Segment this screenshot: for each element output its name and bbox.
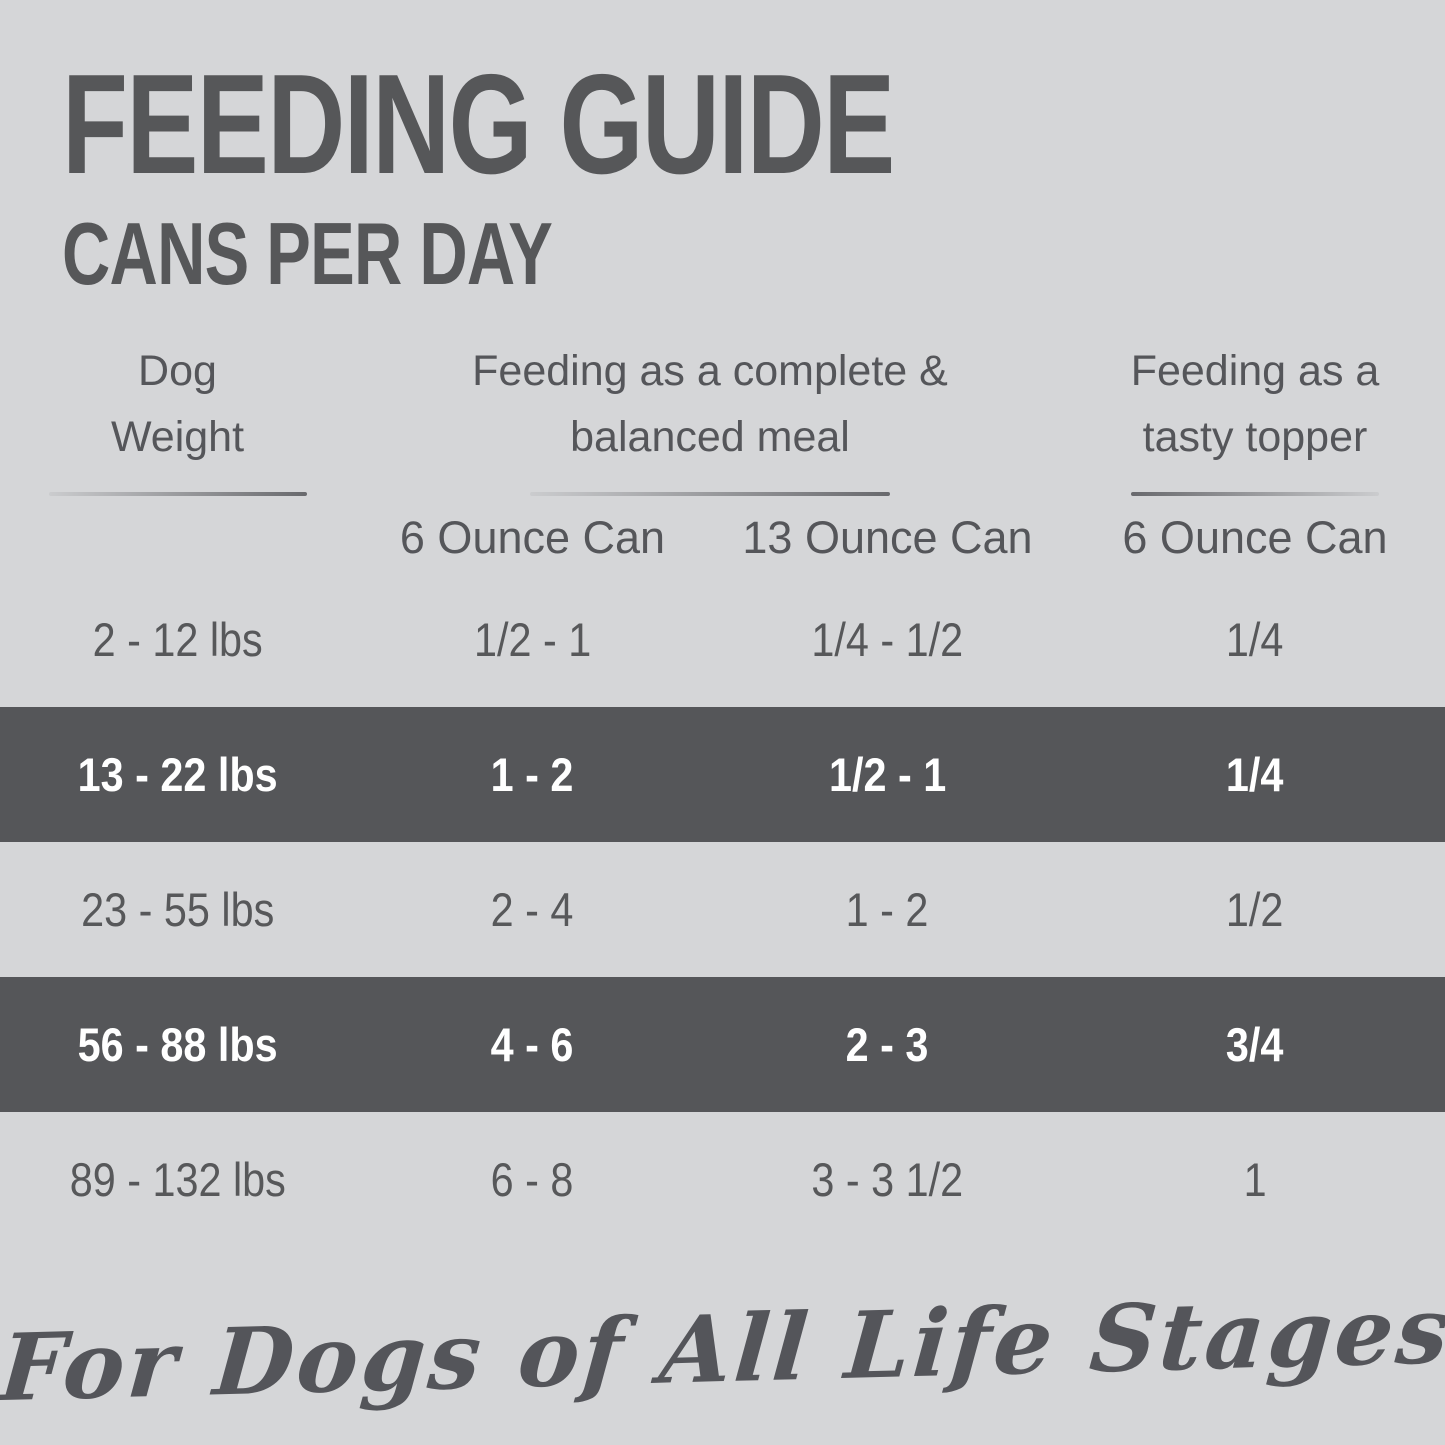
- cell-weight: 23 - 55 lbs: [80, 883, 275, 936]
- page-subtitle-text: CANS PER DAY: [62, 204, 553, 303]
- cell-weight: 56 - 88 lbs: [77, 1018, 278, 1071]
- table-row-highlighted: 13 - 22 lbs 1 - 2 1/2 - 1 1/4: [0, 707, 1445, 842]
- cell-complete-13oz: 2 - 3: [846, 1018, 929, 1071]
- header-complete-meal-line1: Feeding as a complete &: [472, 347, 948, 395]
- cell-complete-6oz: 6 - 8: [491, 1153, 574, 1206]
- table-body: 2 - 12 lbs 1/2 - 1 1/4 - 1/2 1/4 13 - 22…: [0, 572, 1445, 1247]
- table-subheader-row: 6 Ounce Can 13 Ounce Can 6 Ounce Can: [0, 514, 1445, 562]
- header-complete-meal-line2: balanced meal: [570, 413, 850, 461]
- header-underline: [48, 492, 307, 496]
- header-dog-weight: Dog Weight: [0, 338, 355, 496]
- page-subtitle: CANS PER DAY: [62, 210, 1445, 298]
- cell-complete-13oz: 3 - 3 1/2: [811, 1153, 964, 1206]
- cell-complete-13oz: 1/2 - 1: [828, 748, 947, 801]
- cell-topper-6oz: 1/4: [1226, 613, 1284, 666]
- cell-weight: 13 - 22 lbs: [77, 748, 278, 801]
- subheader-complete-6oz: 6 Ounce Can: [399, 512, 666, 563]
- header-tasty-topper: Feeding as a tasty topper: [1065, 338, 1445, 496]
- footer: For Dogs of All Life Stages: [0, 1276, 1445, 1422]
- feeding-table: Dog Weight Feeding as a complete & balan…: [0, 338, 1445, 1247]
- header-tasty-topper-line1: Feeding as a: [1130, 347, 1380, 395]
- table-row: 89 - 132 lbs 6 - 8 3 - 3 1/2 1: [0, 1112, 1445, 1247]
- subheader-complete-13oz: 13 Ounce Can: [742, 512, 1033, 563]
- cell-weight: 2 - 12 lbs: [92, 613, 263, 666]
- table-header-row: Dog Weight Feeding as a complete & balan…: [0, 338, 1445, 496]
- life-stages-tagline: For Dogs of All Life Stages: [0, 1275, 1445, 1423]
- cell-complete-13oz: 1/4 - 1/2: [811, 613, 964, 666]
- page-title: FEEDING GUIDE: [62, 54, 1445, 196]
- header-dog-weight-line1: Dog: [138, 347, 217, 395]
- subheader-topper-6oz: 6 Ounce Can: [1122, 512, 1388, 563]
- header-tasty-topper-line2: tasty topper: [1142, 413, 1368, 461]
- cell-topper-6oz: 1/2: [1226, 883, 1284, 936]
- header-dog-weight-line2: Weight: [110, 413, 245, 461]
- header-underline: [530, 492, 890, 496]
- title-block: FEEDING GUIDE CANS PER DAY: [0, 0, 1445, 298]
- cell-topper-6oz: 3/4: [1226, 1018, 1284, 1071]
- table-row: 23 - 55 lbs 2 - 4 1 - 2 1/2: [0, 842, 1445, 977]
- cell-complete-6oz: 1 - 2: [491, 748, 574, 801]
- cell-complete-6oz: 4 - 6: [491, 1018, 574, 1071]
- cell-complete-6oz: 2 - 4: [491, 883, 574, 936]
- cell-complete-13oz: 1 - 2: [846, 883, 929, 936]
- subheader-empty: [0, 514, 355, 562]
- cell-weight: 89 - 132 lbs: [69, 1153, 286, 1206]
- header-complete-meal: Feeding as a complete & balanced meal: [355, 338, 1065, 496]
- table-row-highlighted: 56 - 88 lbs 4 - 6 2 - 3 3/4: [0, 977, 1445, 1112]
- page-title-text: FEEDING GUIDE: [62, 45, 895, 204]
- cell-topper-6oz: 1/4: [1226, 748, 1284, 801]
- table-row: 2 - 12 lbs 1/2 - 1 1/4 - 1/2 1/4: [0, 572, 1445, 707]
- cell-complete-6oz: 1/2 - 1: [473, 613, 592, 666]
- cell-topper-6oz: 1: [1243, 1153, 1267, 1206]
- header-underline: [1131, 492, 1379, 496]
